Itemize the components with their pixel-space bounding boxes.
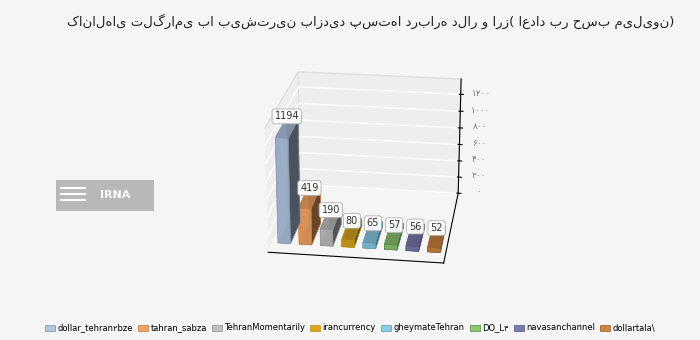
Text: IRNA: IRNA [99,190,130,201]
Legend: dollar_tehran۲bze, tahran_sabza, TehranMomentarily, irancurrency, gheymateTehran: dollar_tehran۲bze, tahran_sabza, TehranM… [41,320,659,336]
Text: کانال‌های تلگرامی با بیشترین بازدید پست‌ها درباره دلار و ارز( اعداد بر حسب میلیو: کانال‌های تلگرامی با بیشترین بازدید پست‌… [67,14,675,29]
